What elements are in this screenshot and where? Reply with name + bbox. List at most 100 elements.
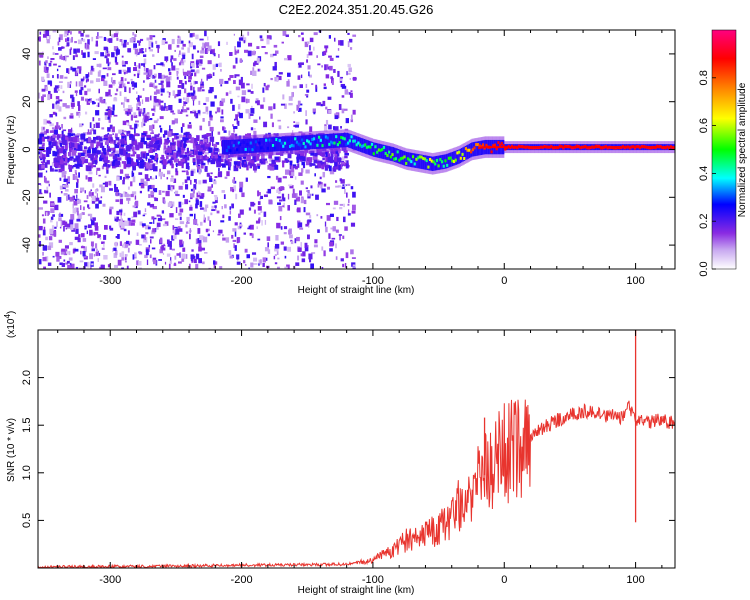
noise-cell (233, 128, 235, 133)
noise-band-cell (140, 137, 145, 143)
ridge-cell (454, 158, 457, 162)
noise-cell (143, 58, 147, 65)
noise-cell (198, 100, 201, 105)
noise-band-cell (180, 158, 185, 163)
noise-cell (182, 182, 184, 185)
noise-cell (283, 202, 285, 208)
noise-cell (288, 103, 293, 106)
noise-cell (344, 89, 349, 95)
noise-cell (95, 98, 98, 101)
noise-cell (129, 143, 134, 150)
noise-band-cell (53, 158, 58, 163)
noise-cell (299, 190, 302, 196)
ridge-band (383, 144, 385, 160)
noise-cell (352, 109, 356, 115)
noise-band-cell (72, 133, 76, 136)
noise-cell (212, 72, 215, 76)
noise-cell (156, 214, 161, 217)
noise-cell (112, 133, 114, 135)
noise-cell (90, 65, 94, 71)
noise-cell (310, 185, 313, 189)
noise-cell (251, 252, 257, 255)
noise-cell (98, 63, 102, 68)
noise-cell (114, 183, 117, 189)
noise-cell (89, 122, 92, 128)
ridge-band (418, 154, 421, 169)
noise-cell (232, 239, 237, 242)
noise-cell (315, 84, 318, 89)
noise-cell (105, 50, 110, 56)
ridge-cell (230, 141, 234, 145)
noise-cell (124, 242, 128, 244)
noise-cell (311, 193, 314, 196)
noise-cell (151, 184, 155, 189)
noise-cell (293, 121, 296, 123)
noise-cell (163, 148, 167, 154)
noise-cell (91, 158, 95, 163)
noise-cell (161, 84, 164, 89)
ridge-cell (490, 150, 493, 154)
noise-cell (146, 74, 149, 80)
ridge-band (354, 135, 356, 150)
noise-cell (159, 127, 163, 133)
noise-cell (312, 108, 316, 114)
noise-band-cell (78, 158, 82, 164)
noise-cell (306, 94, 309, 98)
noise-cell (157, 217, 163, 222)
ridge-cell (377, 148, 380, 152)
noise-cell (178, 212, 182, 216)
noise-cell (48, 242, 54, 248)
noise-cell (237, 225, 241, 230)
noise-cell (352, 267, 356, 269)
noise-cell (70, 263, 75, 269)
ridge-cell (399, 157, 403, 161)
noise-cell (115, 62, 119, 65)
noise-band-cell (163, 145, 167, 150)
noise-cell (45, 86, 48, 92)
noise-cell (234, 51, 239, 54)
noise-cell (119, 144, 122, 150)
noise-cell (121, 251, 125, 258)
noise-cell (121, 193, 123, 198)
noise-cell (348, 38, 353, 43)
noise-cell (317, 63, 321, 66)
noise-band-cell (181, 164, 184, 169)
noise-cell (342, 263, 345, 268)
noise-cell (128, 87, 131, 94)
noise-cell (130, 222, 135, 226)
noise-cell (323, 83, 326, 86)
noise-cell (113, 114, 118, 117)
noise-cell (167, 202, 172, 208)
noise-cell (177, 89, 182, 95)
noise-cell (96, 63, 100, 68)
noise-cell (90, 241, 94, 247)
noise-cell (159, 116, 164, 120)
ridge-cell (350, 135, 353, 139)
noise-cell (144, 174, 149, 180)
ridge-cell (326, 136, 329, 140)
noise-cell (86, 78, 89, 82)
noise-cell (303, 207, 306, 213)
noise-band-cell (271, 159, 276, 166)
noise-cell (175, 170, 179, 176)
noise-cell (152, 54, 155, 57)
colorbar-ticks: 0.00.20.40.60.8 (698, 70, 716, 277)
ridge-cell (249, 141, 252, 145)
noise-cell (318, 181, 322, 184)
noise-band-cell (204, 166, 208, 172)
noise-cell (120, 208, 123, 210)
noise-cell (250, 114, 254, 116)
noise-cell (122, 120, 127, 126)
noise-cell (300, 74, 303, 79)
noise-band-cell (163, 159, 167, 165)
noise-cell (350, 114, 353, 121)
noise-band-cell (269, 165, 275, 171)
noise-cell (58, 106, 62, 112)
noise-cell (188, 122, 192, 124)
ridge-cell (306, 139, 309, 143)
noise-band-cell (179, 154, 185, 158)
noise-cell (74, 248, 79, 252)
noise-cell (352, 264, 356, 267)
noise-band-cell (233, 161, 238, 165)
noise-cell (241, 90, 247, 96)
